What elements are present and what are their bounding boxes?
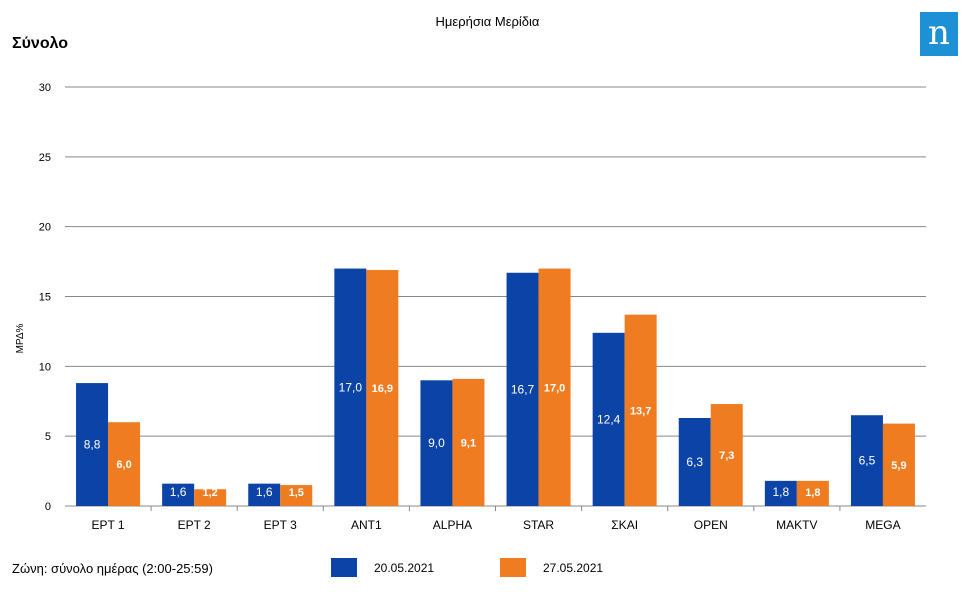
data-label: 6,5	[859, 454, 876, 468]
bar-1	[506, 272, 539, 506]
bar-1	[592, 332, 625, 506]
x-tick-label: MEGA	[865, 518, 900, 532]
legend-swatch-series-1	[331, 558, 357, 577]
bar-1	[850, 415, 883, 506]
section-title: Σύνολο	[12, 35, 69, 52]
y-tick-label: 20	[39, 222, 51, 234]
data-label: 1,5	[289, 487, 304, 499]
data-label: 1,8	[805, 487, 820, 499]
y-tick-label: 15	[39, 292, 51, 304]
chart-title: Ημερήσια Μερίδια	[435, 14, 540, 29]
bar-1	[76, 383, 109, 506]
bar-2	[452, 378, 485, 506]
x-tick-label: ALPHA	[433, 518, 472, 532]
logo-letter: n	[928, 13, 950, 53]
data-label: 1,2	[203, 487, 218, 499]
x-tick-label: OPEN	[694, 518, 728, 532]
data-label: 6,3	[686, 455, 703, 469]
data-label: 1,6	[256, 485, 273, 499]
data-label: 16,9	[372, 383, 393, 395]
bar-2	[624, 314, 657, 506]
nielsen-logo: n	[920, 12, 958, 56]
bar-1	[162, 483, 195, 506]
bar-2	[538, 268, 571, 506]
y-tick-label: 10	[39, 361, 51, 373]
x-tick-label: ΕΡΤ 2	[178, 518, 211, 532]
bar-1	[420, 380, 453, 506]
bar-2	[796, 480, 829, 506]
zone-label: Ζώνη: σύνολο ημέρας (2:00-25:59)	[12, 561, 213, 576]
bar-2	[366, 269, 399, 506]
legend-swatch-series-2	[500, 558, 526, 577]
bar-1	[334, 268, 367, 506]
bar-1	[248, 483, 281, 506]
legend-label-series-2: 27.05.2021	[543, 561, 604, 575]
bar-2	[280, 485, 313, 506]
y-tick-label: 0	[45, 501, 51, 513]
bar-1	[764, 480, 797, 506]
data-label: 1,8	[773, 485, 790, 499]
data-label: 16,7	[511, 382, 535, 396]
bar-2	[108, 422, 141, 506]
data-label: 9,1	[461, 437, 476, 449]
bar-2	[882, 423, 915, 506]
x-tick-label: STAR	[523, 518, 554, 532]
data-label: 1,6	[170, 485, 187, 499]
bar-2	[710, 404, 743, 506]
data-label: 7,3	[719, 450, 734, 462]
data-label: 17,0	[544, 382, 565, 394]
x-tick-label: ΣΚΑΙ	[611, 518, 638, 532]
bar-2	[194, 489, 227, 506]
data-label: 5,9	[891, 460, 906, 472]
data-label: 12,4	[597, 412, 621, 426]
x-tick-label: ΕΡΤ 3	[264, 518, 297, 532]
x-tick-label: ANT1	[351, 518, 382, 532]
bar-1	[678, 418, 711, 506]
data-label: 13,7	[630, 405, 651, 417]
x-tick-label: MAKTV	[776, 518, 817, 532]
data-label: 9,0	[428, 436, 445, 450]
data-label: 8,8	[84, 438, 101, 452]
y-tick-label: 25	[39, 152, 51, 164]
legend-label-series-1: 20.05.2021	[374, 561, 435, 575]
data-label: 6,0	[116, 459, 131, 471]
y-axis-label: ΜΡΔ%	[15, 323, 26, 353]
x-tick-label: ΕΡΤ 1	[91, 518, 124, 532]
y-tick-label: 30	[39, 82, 51, 94]
data-label: 17,0	[339, 380, 363, 394]
y-tick-label: 5	[45, 431, 51, 443]
